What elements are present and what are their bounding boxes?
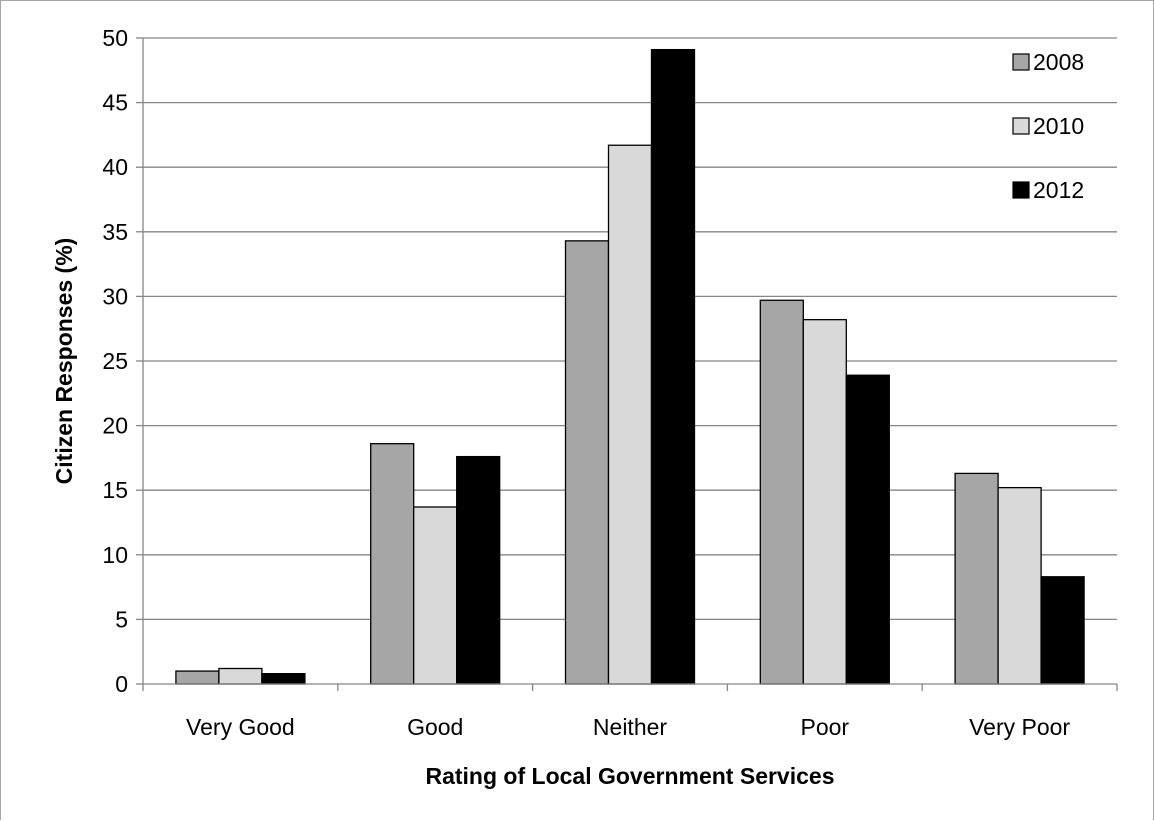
x-tick-label: Very Poor xyxy=(969,714,1070,740)
x-tick-label: Good xyxy=(407,714,463,740)
bar-2012-very-good xyxy=(261,673,306,685)
legend-label: 2010 xyxy=(1033,113,1084,139)
y-tick-label: 50 xyxy=(102,25,128,51)
bar-2008-very-poor xyxy=(954,472,999,685)
y-tick-label: 15 xyxy=(102,477,128,503)
bar-2012-neither xyxy=(650,48,696,685)
x-tick-label: Neither xyxy=(593,714,667,740)
y-tick-label: 40 xyxy=(102,154,128,180)
bar-2008-poor xyxy=(759,299,804,685)
y-tick-label: 25 xyxy=(102,348,128,374)
legend-swatch xyxy=(1012,181,1030,199)
bar-2010-very-good xyxy=(218,667,263,685)
y-tick-label: 0 xyxy=(115,671,128,697)
y-tick-label: 10 xyxy=(102,542,128,568)
bar-2012-good xyxy=(456,455,501,685)
bar-2008-very-good xyxy=(175,670,220,685)
x-tick-label: Poor xyxy=(801,714,850,740)
x-tick-labels: Very Good Good Neither Poor Very Poor xyxy=(186,714,1070,740)
bar-2012-very-poor xyxy=(1040,576,1085,685)
bars xyxy=(175,48,1085,685)
legend-item-2008: 2008 xyxy=(1012,49,1084,75)
bar-2012-poor xyxy=(845,374,890,685)
y-tick-label: 20 xyxy=(102,413,128,439)
bar-2010-poor xyxy=(802,319,847,685)
legend: 2008 2010 2012 xyxy=(1012,49,1084,203)
legend-label: 2008 xyxy=(1033,49,1084,75)
axes xyxy=(136,37,1118,691)
x-axis-title: Rating of Local Government Services xyxy=(425,763,834,789)
y-tick-labels: 0 5 10 15 20 25 30 35 40 45 50 xyxy=(102,25,128,697)
y-tick-label: 30 xyxy=(102,283,128,309)
legend-label: 2012 xyxy=(1033,177,1084,203)
y-tick-label: 5 xyxy=(115,606,128,632)
legend-swatch xyxy=(1012,117,1030,135)
y-tick-label: 45 xyxy=(102,90,128,116)
legend-swatch xyxy=(1012,53,1030,71)
bar-2008-good xyxy=(370,443,415,685)
bar-2010-good xyxy=(413,506,458,685)
bar-2010-neither xyxy=(607,144,653,685)
bar-2008-neither xyxy=(564,240,610,685)
y-tick-label: 35 xyxy=(102,219,128,245)
bar-2010-very-poor xyxy=(997,486,1042,685)
legend-item-2010: 2010 xyxy=(1012,113,1084,139)
x-tick-label: Very Good xyxy=(186,714,295,740)
legend-item-2012: 2012 xyxy=(1012,177,1084,203)
y-axis-title: Citizen Responses (%) xyxy=(51,238,77,485)
